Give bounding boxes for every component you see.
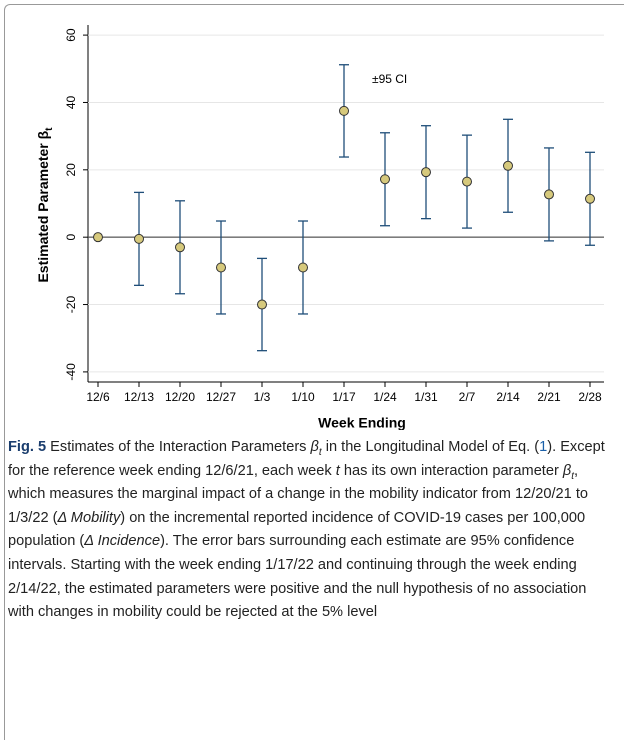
y-tick-label: 40 — [64, 95, 78, 109]
y-axis-label: Estimated Parameter βt — [35, 127, 55, 283]
x-tick-label: 2/21 — [537, 390, 561, 404]
x-axis-label: Week Ending — [318, 415, 406, 430]
point — [339, 105, 349, 116]
point — [503, 160, 513, 171]
x-tick-label: 12/6 — [86, 390, 110, 404]
x-tick-label: 2/14 — [496, 390, 520, 404]
y-tick-label: -20 — [64, 296, 78, 314]
caption-text: , which measures the marginal impact of … — [8, 462, 588, 526]
caption-text: 1 — [539, 439, 548, 455]
y-axis-label-main: Estimated Parameter β — [35, 130, 51, 282]
point — [298, 262, 308, 273]
caption-text: ). Except for the reference week ending … — [8, 439, 605, 479]
point — [93, 232, 103, 243]
caption-text: in the Longitudinal Model of Eq. ( — [321, 439, 540, 455]
y-tick-label: 0 — [64, 234, 78, 241]
caption-text: t — [335, 462, 340, 479]
caption-text: β — [562, 462, 572, 479]
caption-text: t — [318, 446, 322, 458]
point — [421, 167, 431, 178]
point — [134, 233, 144, 244]
x-tick-label: 12/13 — [124, 390, 154, 404]
y-tick-label: 60 — [64, 28, 78, 42]
figure-frame — [4, 4, 624, 740]
caption: Fig. 5 Estimates of the Interaction Para… — [8, 436, 612, 625]
point — [585, 193, 595, 204]
point — [462, 176, 472, 187]
x-tick-label: 2/28 — [578, 390, 602, 404]
caption-text: ) on the incremental reported incidence … — [8, 509, 586, 550]
caption-text: Δ Mobility — [57, 509, 121, 526]
point — [216, 262, 226, 273]
point — [257, 299, 267, 310]
x-tick-label: 1/24 — [373, 390, 397, 404]
chart: Week Ending Estimated Parameter βt ±95 C… — [35, 25, 604, 430]
point — [544, 189, 554, 200]
x-tick-label: 1/31 — [414, 390, 438, 404]
x-tick-label: 2/7 — [459, 390, 476, 404]
x-tick-label: 12/27 — [206, 390, 236, 404]
x-tick-label: 1/17 — [332, 390, 356, 404]
y-tick-label: 20 — [64, 163, 78, 177]
caption-text: t — [571, 470, 575, 482]
point — [175, 242, 185, 253]
y-tick-label: -40 — [64, 363, 78, 381]
x-tick-label: 12/20 — [165, 390, 195, 404]
caption-label: Fig. 5 — [8, 439, 47, 455]
point — [380, 174, 390, 185]
annotation: ±95 CI — [372, 72, 407, 86]
y-axis-label-sub: t — [44, 127, 55, 131]
caption-text: Δ Incidence — [84, 533, 161, 550]
caption-text: β — [310, 439, 319, 455]
x-tick-label: 1/10 — [291, 390, 315, 404]
caption-text: Estimates of the Interaction Parameters — [46, 439, 311, 455]
caption-text: ). The error bars surrounding each estim… — [8, 533, 587, 621]
caption-text: has its own interaction parameter — [339, 462, 563, 479]
x-tick-label: 1/3 — [254, 390, 271, 404]
